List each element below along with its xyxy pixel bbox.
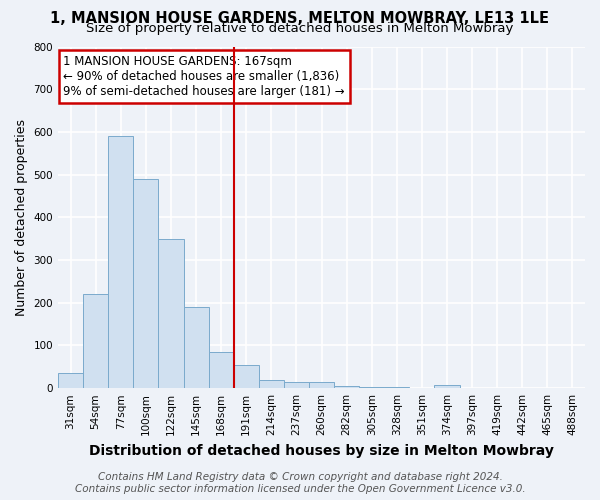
Text: Contains HM Land Registry data © Crown copyright and database right 2024.
Contai: Contains HM Land Registry data © Crown c… xyxy=(74,472,526,494)
Bar xyxy=(108,136,133,388)
Text: 1, MANSION HOUSE GARDENS, MELTON MOWBRAY, LE13 1LE: 1, MANSION HOUSE GARDENS, MELTON MOWBRAY… xyxy=(50,11,550,26)
Bar xyxy=(284,382,309,388)
Y-axis label: Number of detached properties: Number of detached properties xyxy=(15,119,28,316)
Bar xyxy=(259,380,284,388)
Bar xyxy=(209,352,233,388)
Bar xyxy=(334,386,359,388)
Bar xyxy=(133,179,158,388)
Bar xyxy=(359,387,384,388)
Text: 1 MANSION HOUSE GARDENS: 167sqm
← 90% of detached houses are smaller (1,836)
9% : 1 MANSION HOUSE GARDENS: 167sqm ← 90% of… xyxy=(64,55,345,98)
Bar xyxy=(184,307,209,388)
Bar xyxy=(58,373,83,388)
Bar xyxy=(158,238,184,388)
Bar xyxy=(233,364,259,388)
Bar xyxy=(309,382,334,388)
Text: Size of property relative to detached houses in Melton Mowbray: Size of property relative to detached ho… xyxy=(86,22,514,35)
Bar xyxy=(83,294,108,388)
X-axis label: Distribution of detached houses by size in Melton Mowbray: Distribution of detached houses by size … xyxy=(89,444,554,458)
Bar xyxy=(434,385,460,388)
